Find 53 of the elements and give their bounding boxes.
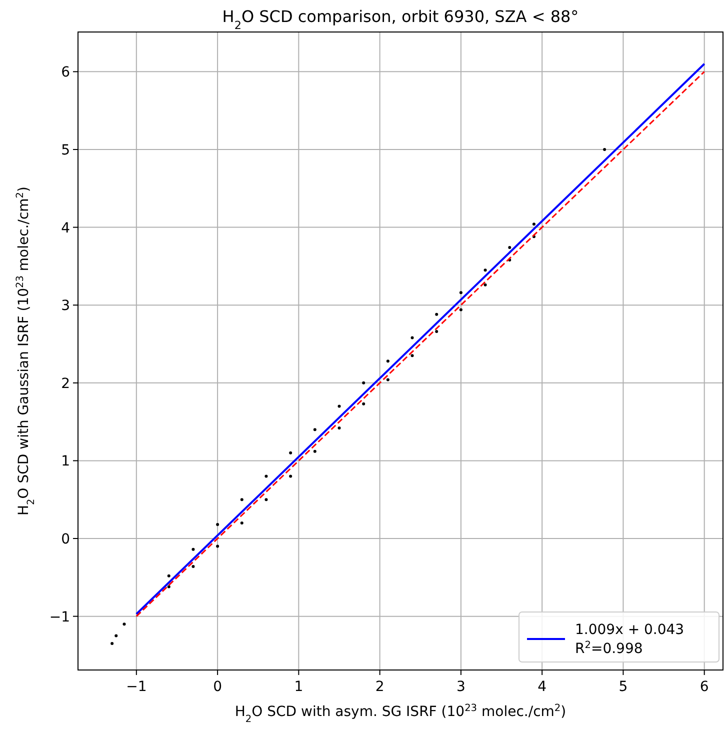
point <box>167 574 170 578</box>
point <box>264 474 268 478</box>
x-tick-label: 2 <box>375 679 384 695</box>
point <box>289 451 292 454</box>
point <box>484 283 487 286</box>
y-tick-label: 5 <box>61 142 70 158</box>
x-tick-label: −1 <box>126 679 147 695</box>
point <box>240 498 244 502</box>
point <box>532 222 536 226</box>
point <box>167 585 170 588</box>
point <box>435 330 438 334</box>
point <box>410 336 414 340</box>
y-tick-label: 6 <box>61 64 70 81</box>
x-tick-label: 5 <box>618 679 628 695</box>
point <box>338 404 341 408</box>
point <box>603 148 606 151</box>
legend-label: 1.009x + 0.043 R$^{2}$=0.998 <box>575 622 684 657</box>
point <box>216 523 220 526</box>
x-tick-label: 6 <box>700 679 709 695</box>
point <box>313 428 316 432</box>
point <box>122 622 126 626</box>
x-axis-title: H$_{2}$O SCD with asym. SG ISRF (10$^{23}$ molec./cm$^{2}$) <box>234 702 566 724</box>
point <box>459 308 462 312</box>
point <box>264 498 268 502</box>
x-tick-label: 0 <box>213 679 222 695</box>
chart-title: H$_{2}$O SCD comparison, orbit 6930, SZA < 88° <box>222 7 579 32</box>
point <box>313 450 316 453</box>
point <box>192 565 195 568</box>
y-tick-label: 3 <box>61 298 70 314</box>
y-tick-label: 4 <box>61 220 70 236</box>
point <box>338 426 341 430</box>
point <box>508 246 512 250</box>
x-tick-label: 1 <box>294 679 304 695</box>
point <box>192 548 195 551</box>
point <box>362 402 366 406</box>
x-tick-label: 4 <box>538 679 547 695</box>
point <box>410 354 414 358</box>
point <box>110 642 114 646</box>
y-tick-label: 1 <box>61 454 70 470</box>
point <box>216 544 220 548</box>
point <box>484 268 487 272</box>
y-tick-label: 2 <box>61 376 70 392</box>
point <box>435 312 438 316</box>
point <box>459 291 462 294</box>
point <box>362 381 366 384</box>
point <box>386 378 390 382</box>
point <box>386 360 390 363</box>
point <box>114 634 118 638</box>
y-tick-label: −1 <box>49 609 70 626</box>
x-tick-label: 3 <box>456 679 466 695</box>
point <box>240 521 244 524</box>
y-tick-label: 0 <box>61 532 70 548</box>
point <box>289 474 292 478</box>
